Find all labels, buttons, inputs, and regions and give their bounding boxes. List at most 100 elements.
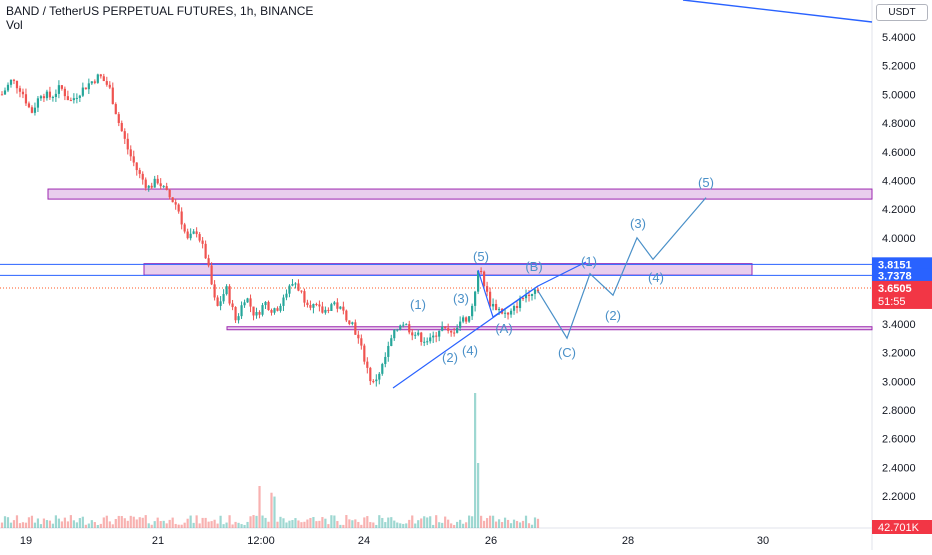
volume-bar — [147, 523, 150, 528]
candle-body — [267, 301, 270, 311]
volume-bar — [261, 515, 264, 528]
candle-body — [491, 303, 495, 307]
volume-bar — [249, 516, 252, 528]
volume-bar — [243, 524, 246, 528]
candle-body — [156, 178, 159, 184]
candle-body — [210, 265, 213, 285]
volume-bar — [390, 517, 393, 528]
candle-body — [105, 81, 108, 85]
candle-body — [183, 224, 186, 232]
volume-bar — [312, 517, 315, 528]
volume-bar — [252, 515, 255, 528]
volume-bar — [246, 521, 249, 528]
volume-bar — [357, 521, 360, 528]
candle-body — [174, 202, 177, 205]
candle-body — [285, 293, 288, 298]
candle-body — [195, 231, 198, 235]
volume-bar — [264, 517, 267, 528]
candle-body — [162, 186, 165, 188]
volume-bar — [509, 523, 513, 528]
volume-bar — [518, 522, 522, 528]
candle-body — [150, 185, 153, 188]
volume-bar — [135, 519, 138, 528]
candle-body — [39, 96, 43, 99]
wave-label: (4) — [648, 270, 664, 285]
candle-body — [330, 304, 333, 311]
candle-body — [57, 85, 60, 94]
volume-bar — [273, 496, 276, 528]
candle-body — [390, 338, 393, 346]
candle-body — [216, 297, 219, 306]
volume-bar — [474, 393, 477, 528]
candle-body — [369, 367, 372, 382]
candle-body — [348, 320, 351, 324]
candle-body — [60, 85, 63, 89]
volume-bar — [500, 522, 504, 528]
volume-bar — [336, 521, 339, 528]
volume-bar — [207, 521, 210, 528]
volume-bar — [333, 515, 336, 528]
volume-bar — [153, 521, 156, 528]
candle-body — [48, 91, 52, 98]
volume-bar — [282, 518, 285, 528]
volume-bar — [491, 515, 495, 528]
candle-body — [246, 298, 249, 303]
candle-body — [536, 289, 540, 292]
volume-bar — [156, 517, 159, 528]
candle-body — [399, 325, 402, 330]
volume-bar — [300, 522, 303, 528]
volume-bar — [363, 517, 366, 528]
volume-bar — [48, 520, 52, 528]
candle-body — [294, 283, 297, 285]
wave-label: (C) — [558, 345, 576, 360]
resistance-zone — [226, 326, 873, 331]
candle-body — [429, 337, 432, 342]
volume-bar — [318, 520, 321, 528]
currency-button[interactable]: USDT — [876, 4, 928, 21]
candle-body — [354, 322, 357, 335]
candle-body — [249, 298, 252, 307]
candle-body — [270, 310, 273, 313]
volume-bar — [372, 522, 375, 528]
candle-body — [483, 271, 486, 287]
volume-bar — [9, 522, 13, 528]
candle-body — [120, 122, 123, 132]
volume-bar — [132, 516, 135, 528]
candle-body — [402, 324, 405, 326]
candle-body — [533, 289, 537, 294]
candle-body — [135, 162, 138, 171]
wave-label: (5) — [473, 249, 489, 264]
candle-body — [234, 307, 237, 321]
candle-body — [54, 93, 57, 98]
candle-body — [186, 231, 189, 239]
wave-label: (3) — [630, 216, 646, 231]
volume-bar — [198, 523, 201, 528]
volume-label-bg — [872, 520, 932, 534]
volume-bar — [57, 518, 60, 528]
candle-body — [228, 286, 231, 304]
volume-bar — [93, 522, 96, 528]
volume-bar — [354, 519, 357, 528]
candle-body — [527, 294, 531, 296]
volume-bar — [330, 515, 333, 528]
y-tick-label: 2.4000 — [882, 462, 916, 474]
candle-body — [459, 321, 462, 328]
wave-label: (B) — [525, 259, 542, 274]
volume-bar — [456, 521, 459, 528]
resistance-zone — [47, 188, 873, 200]
y-tick-label: 3.4000 — [882, 319, 916, 331]
volume-bar — [75, 522, 78, 528]
candle-body — [524, 294, 528, 299]
level-upper-label-bg — [872, 257, 932, 272]
candle-body — [180, 211, 183, 225]
candle-body — [126, 138, 129, 150]
candle-body — [258, 312, 261, 315]
volume-bar — [180, 524, 183, 528]
candle-body — [231, 303, 234, 308]
candle-body — [3, 90, 7, 95]
candle-body — [21, 91, 25, 95]
candle-body — [494, 303, 498, 311]
candle-body — [132, 156, 135, 163]
